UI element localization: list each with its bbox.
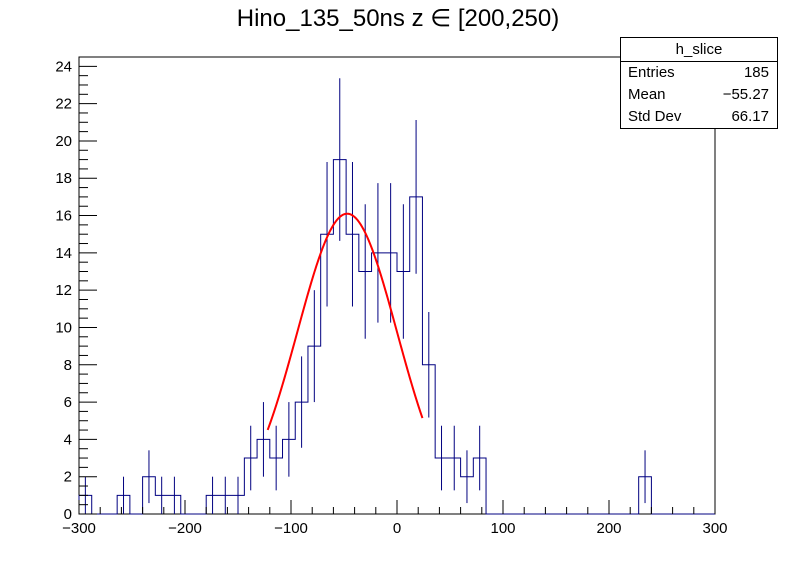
x-tick-label: 0 <box>393 520 401 537</box>
y-tick-label: 6 <box>64 394 72 411</box>
axis-tick-labels: −300 −200 −100 0 100 200 300024681012141618202… <box>55 58 727 537</box>
y-tick-label: 16 <box>55 208 72 225</box>
y-tick-label: 14 <box>55 245 72 262</box>
x-tick-label: −200 <box>168 520 202 537</box>
y-tick-label: 12 <box>55 282 72 299</box>
stats-title: h_slice <box>621 38 777 62</box>
stats-value: 185 <box>743 64 769 81</box>
stats-box: h_slice Entries 185 Mean −55.27 Std Dev … <box>620 37 778 129</box>
y-tick-label: 20 <box>55 133 72 150</box>
stats-label: Mean <box>628 86 666 103</box>
fit-curve <box>266 212 424 431</box>
stats-label: Entries <box>628 64 675 81</box>
y-tick-label: 22 <box>55 96 72 113</box>
x-tick-label: 300 <box>702 520 727 537</box>
stats-row-stddev: Std Dev 66.17 <box>621 106 777 128</box>
y-tick-label: 4 <box>64 431 72 448</box>
x-tick-label: −300 <box>62 520 96 537</box>
y-tick-label: 0 <box>64 506 72 523</box>
x-tick-label: 100 <box>490 520 515 537</box>
y-tick-label: 10 <box>55 319 72 336</box>
stats-value: 66.17 <box>731 108 769 125</box>
stats-row-mean: Mean −55.27 <box>621 84 777 106</box>
stats-value: −55.27 <box>722 86 769 103</box>
histogram-line <box>78 159 715 515</box>
y-tick-label: 24 <box>55 58 72 75</box>
x-tick-label: −100 <box>274 520 308 537</box>
y-tick-label: 8 <box>64 357 72 374</box>
stats-row-entries: Entries 185 <box>621 62 777 84</box>
stats-label: Std Dev <box>628 108 682 125</box>
x-tick-label: 200 <box>596 520 621 537</box>
chart-title: Hino_135_50ns z ∈ [200,250) <box>236 5 560 32</box>
axis-ticks <box>78 65 716 515</box>
y-tick-label: 18 <box>55 170 72 187</box>
y-tick-label: 2 <box>64 469 72 486</box>
error-bars <box>84 78 646 514</box>
